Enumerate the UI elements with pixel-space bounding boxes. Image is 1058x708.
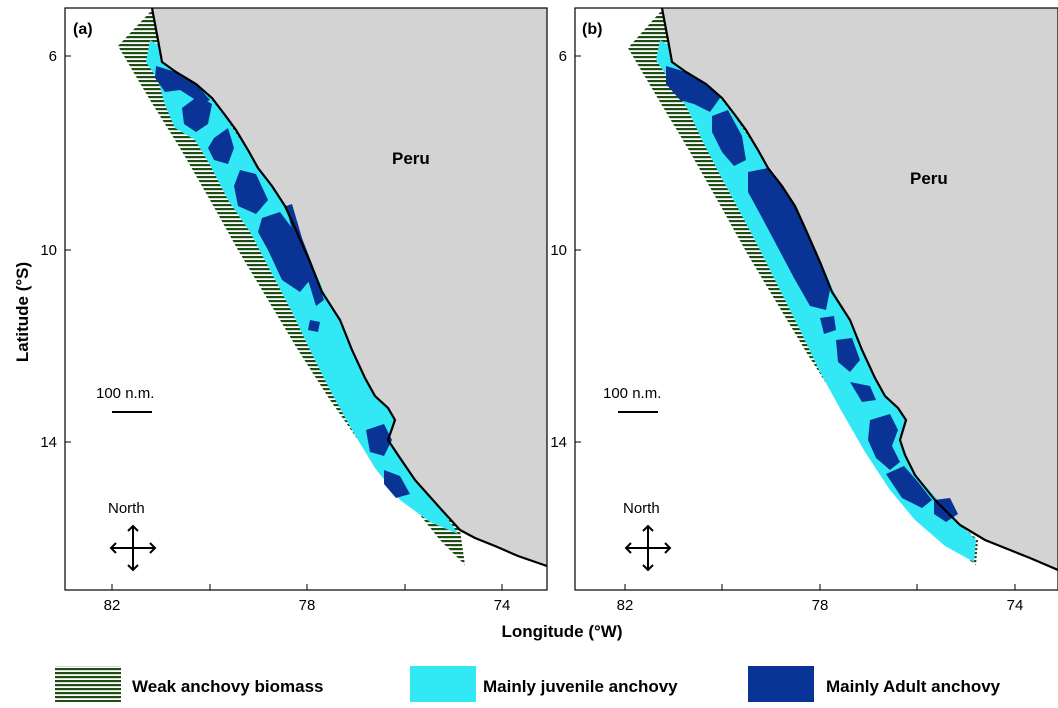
lon-tick-label: 74 xyxy=(1007,597,1024,614)
legend-swatch-adult xyxy=(748,666,814,702)
legend-item-adult: Mainly Adult anchovy xyxy=(748,666,1001,702)
legend-label-adult: Mainly Adult anchovy xyxy=(826,677,1001,696)
coastline-a xyxy=(150,8,547,568)
scale-label-a: 100 n.m. xyxy=(96,385,154,402)
country-label-a: Peru xyxy=(392,149,430,168)
panel-frame-a xyxy=(64,7,548,591)
map-panel-b: 6 10 14 82 78 74 (b) Peru 100 n.m. North xyxy=(550,7,1058,614)
north-arrow-b: North xyxy=(623,500,672,572)
legend-swatch-weak xyxy=(55,666,121,702)
north-arrow-a: North xyxy=(108,500,157,572)
north-label-b: North xyxy=(623,500,660,517)
land-peru xyxy=(662,8,1058,570)
lon-tick-label: 74 xyxy=(494,597,511,614)
lat-tick-label: 14 xyxy=(40,434,57,451)
panel-frame-b xyxy=(574,7,1058,591)
lon-tick-label: 78 xyxy=(299,597,316,614)
scale-bar-b: 100 n.m. xyxy=(603,385,661,413)
lat-tick-label: 10 xyxy=(550,242,567,259)
lon-ticks-b: 82 78 74 xyxy=(617,584,1024,614)
x-axis-title: Longitude (°W) xyxy=(501,622,622,641)
adult-areas xyxy=(666,66,958,522)
country-label-b: Peru xyxy=(910,169,948,188)
panel-label-a: (a) xyxy=(73,21,93,38)
lat-tick-label: 6 xyxy=(49,48,57,65)
north-label-a: North xyxy=(108,500,145,517)
scale-bar-a: 100 n.m. xyxy=(96,385,154,413)
lon-tick-label: 78 xyxy=(812,597,829,614)
legend-label-weak: Weak anchovy biomass xyxy=(132,677,324,696)
coastline-b xyxy=(660,8,1058,572)
panel-label-b: (b) xyxy=(582,21,602,38)
lon-ticks-a: 82 78 74 xyxy=(104,584,511,614)
lat-tick-label: 14 xyxy=(550,434,567,451)
compass-icon xyxy=(109,524,157,572)
y-axis-title: Latitude (°S) xyxy=(13,262,32,362)
lon-tick-label: 82 xyxy=(104,597,121,614)
map-panel-a: 6 10 14 82 78 74 (a) Peru 100 n.m. North xyxy=(40,7,548,614)
scale-label-b: 100 n.m. xyxy=(603,385,661,402)
legend: Weak anchovy biomass Mainly juvenile anc… xyxy=(55,666,1001,702)
legend-label-juvenile: Mainly juvenile anchovy xyxy=(483,677,678,696)
lat-tick-label: 6 xyxy=(559,48,567,65)
lat-tick-label: 10 xyxy=(40,242,57,259)
land-peru xyxy=(152,8,547,566)
lat-ticks-a: 6 10 14 xyxy=(40,48,71,451)
lat-ticks-b: 6 10 14 xyxy=(550,48,581,451)
compass-icon xyxy=(624,524,672,572)
legend-swatch-juvenile xyxy=(410,666,476,702)
legend-item-juvenile: Mainly juvenile anchovy xyxy=(410,666,678,702)
lon-tick-label: 82 xyxy=(617,597,634,614)
legend-item-weak: Weak anchovy biomass xyxy=(55,666,324,702)
